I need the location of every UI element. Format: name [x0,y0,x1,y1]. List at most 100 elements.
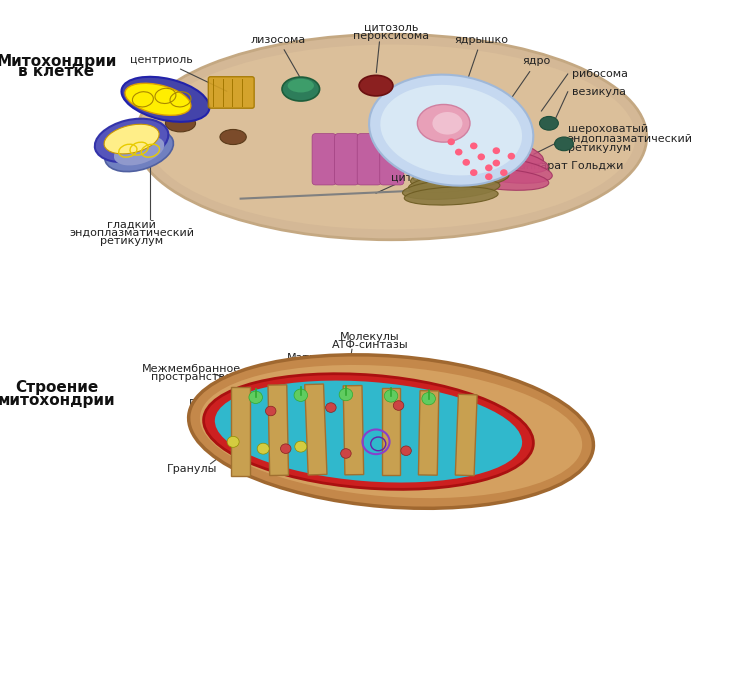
Bar [232,387,250,476]
Circle shape [249,391,262,403]
Ellipse shape [381,85,522,175]
Circle shape [339,388,353,401]
Circle shape [508,153,515,160]
Text: Внутренняя: Внутренняя [515,435,585,445]
Ellipse shape [135,34,647,240]
Ellipse shape [104,124,159,154]
Text: АТФ-синтазы: АТФ-синтазы [332,340,408,350]
Text: эндоплазматический: эндоплазматический [568,134,693,143]
Ellipse shape [408,170,509,193]
Circle shape [478,153,485,160]
Circle shape [341,449,351,458]
Ellipse shape [444,145,548,173]
FancyBboxPatch shape [208,77,254,108]
Ellipse shape [200,365,582,498]
Ellipse shape [459,169,549,190]
Circle shape [447,138,455,145]
Ellipse shape [287,79,314,92]
Ellipse shape [411,161,507,187]
Circle shape [294,389,308,401]
Bar [382,388,401,475]
Text: Гранулы: Гранулы [167,464,217,473]
Text: Кристы: Кристы [208,386,251,395]
Text: цитоскелет: цитоскелет [391,173,459,183]
Circle shape [500,169,508,176]
Circle shape [326,403,336,412]
Ellipse shape [282,77,320,101]
Circle shape [280,444,291,453]
Text: ретикулум: ретикулум [100,236,163,246]
FancyBboxPatch shape [357,134,381,185]
Text: Межмембранное: Межмембранное [142,364,241,373]
FancyBboxPatch shape [312,134,336,185]
Bar [305,384,327,475]
Text: гладкий: гладкий [108,219,156,229]
Text: цитозоль: цитозоль [364,23,418,33]
Text: в клетке: в клетке [18,64,95,79]
Circle shape [384,390,398,402]
Text: шероховатый: шероховатый [568,124,648,134]
Text: пространство: пространство [151,372,232,382]
Bar [343,386,364,475]
Ellipse shape [165,115,196,132]
Text: Молекулы: Молекулы [340,332,400,342]
Text: Митохондрии: Митохондрии [0,54,117,69]
Ellipse shape [189,355,593,508]
Ellipse shape [359,75,393,96]
Circle shape [470,142,478,149]
Ellipse shape [402,179,500,199]
Ellipse shape [204,374,533,489]
Text: Матрикс: Матрикс [287,353,337,362]
Text: Рибосомы: Рибосомы [190,399,247,409]
Text: митохондрии: митохондрии [0,393,115,408]
Ellipse shape [125,84,191,115]
Circle shape [455,149,462,155]
Circle shape [295,441,307,452]
Text: Строение: Строение [15,379,98,395]
Ellipse shape [417,105,470,142]
Text: везикула: везикула [572,87,626,97]
Text: эндоплазматический: эндоплазматический [69,227,194,238]
Text: аппарат Гольджи: аппарат Гольджи [519,161,623,171]
Text: мембрана: мембрана [452,490,511,499]
Ellipse shape [147,45,635,229]
FancyBboxPatch shape [380,134,404,185]
Circle shape [227,436,239,447]
Text: рибосома: рибосома [572,69,627,79]
Circle shape [485,164,493,171]
Bar [418,390,439,475]
Circle shape [257,443,269,454]
Ellipse shape [114,136,165,165]
Text: лизосома: лизосома [250,34,306,76]
Ellipse shape [555,137,573,151]
Ellipse shape [122,77,209,122]
Text: центриоль: центриоль [130,55,227,91]
Circle shape [470,169,478,176]
Bar [268,385,289,475]
Ellipse shape [456,156,552,184]
Ellipse shape [432,112,462,135]
Circle shape [462,159,470,166]
Ellipse shape [369,75,533,186]
Circle shape [493,147,500,154]
Ellipse shape [95,119,168,162]
Circle shape [485,173,493,180]
Text: мембрана: мембрана [515,443,574,453]
Text: ядрышко: ядрышко [454,34,508,114]
Circle shape [493,160,500,166]
Circle shape [265,406,276,416]
Text: ДНК: ДНК [363,479,389,488]
Circle shape [401,446,411,456]
Bar [455,395,478,475]
Circle shape [422,393,435,405]
Ellipse shape [105,129,174,172]
Text: ретикулум: ретикулум [568,143,631,153]
Ellipse shape [215,381,522,482]
Text: ядро: ядро [498,56,551,118]
Text: пероксисома: пероксисома [353,31,429,41]
Ellipse shape [434,129,544,166]
Circle shape [393,401,404,410]
Ellipse shape [405,187,498,205]
Text: Наружная: Наружная [451,482,511,491]
FancyBboxPatch shape [335,134,359,185]
